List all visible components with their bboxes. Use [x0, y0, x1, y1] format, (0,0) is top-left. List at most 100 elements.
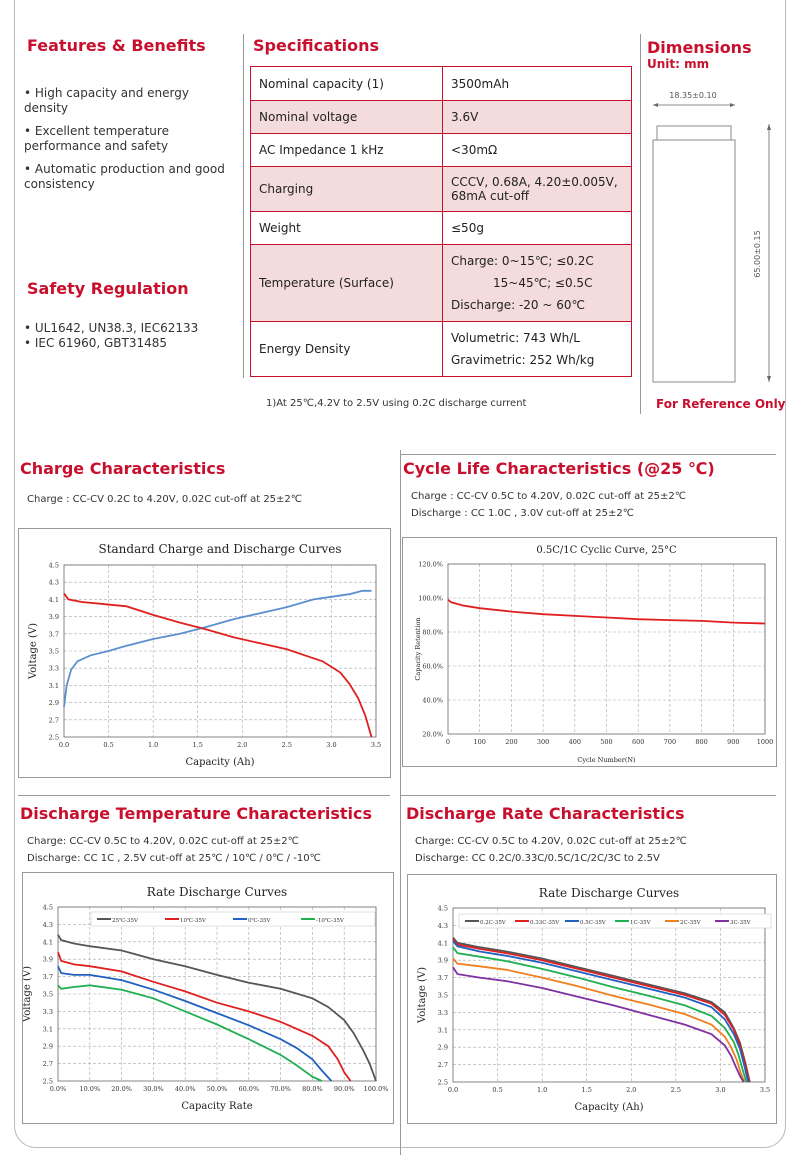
legend-entry: 0.33C-35V [530, 920, 560, 926]
x-tick-label: 0.5 [103, 741, 113, 749]
y-tick-label: 2.5 [49, 734, 59, 742]
safety-title: Safety Regulation [27, 279, 189, 298]
table-row: Nominal capacity (1) 3500mAh [251, 67, 632, 101]
y-tick-label: 4.3 [49, 579, 59, 587]
divider [18, 795, 390, 796]
x-tick-label: 20.0% [111, 1085, 132, 1093]
table-row: Nominal voltage 3.6V [251, 101, 632, 134]
y-tick-label: 3.3 [49, 665, 59, 673]
x-tick-label: 100 [473, 738, 485, 746]
y-axis-label: Voltage (V) [28, 623, 39, 680]
y-axis-label: Voltage (V) [417, 967, 428, 1024]
cycle-desc-2: Discharge : CC 1.0C , 3.0V cut-off at 25… [411, 505, 634, 522]
x-tick-label: 0.0% [50, 1085, 67, 1093]
y-tick-label: 3.5 [49, 648, 59, 656]
specs-table: Nominal capacity (1) 3500mAh Nominal vol… [250, 66, 632, 377]
x-tick-label: 0 [446, 738, 450, 746]
divider [400, 454, 776, 455]
y-tick-label: 3.5 [43, 991, 53, 999]
list-item: • IEC 61960, GBT31485 [24, 336, 236, 351]
y-tick-label: 3.1 [438, 1026, 448, 1034]
y-tick-label: 3.3 [438, 1009, 448, 1017]
height-label: 65.00±0.15 [753, 230, 762, 277]
x-tick-label: 1.0 [537, 1086, 547, 1094]
x-tick-label: 0.0 [59, 741, 69, 749]
x-tick-label: 0.5 [492, 1086, 502, 1094]
y-tick-label: 2.9 [438, 1044, 448, 1052]
table-row: Charging CCCV, 0.68A, 4.20±0.005V, 68mA … [251, 167, 632, 212]
x-axis-label: Capacity Rate [181, 1101, 252, 1112]
cycle-chart: 0.5C/1C Cyclic Curve, 25°C 20.0% 40.0% 60.0… [403, 538, 776, 766]
legend-entry: 0℃-35V [248, 917, 272, 924]
y-tick-label: 3.7 [438, 974, 448, 982]
cell-drawing: 18.35±0.10 65.00±0.15 [645, 84, 780, 389]
y-tick-label: 4.5 [43, 904, 53, 912]
x-tick-label: 50.0% [207, 1085, 228, 1093]
features-list: • High capacity and energy density • Exc… [24, 86, 236, 200]
dtemp-desc-1: Charge: CC-CV 0.5C to 4.20V, 0.02C cut-o… [27, 833, 299, 850]
y-tick-label: 2.9 [43, 1043, 53, 1051]
list-item: • High capacity and energy density [24, 86, 236, 116]
y-tick-label: 2.7 [49, 716, 59, 724]
x-tick-label: 3.0 [715, 1086, 725, 1094]
legend-entry: 3C-35V [730, 920, 752, 926]
y-tick-label: 3.9 [438, 957, 448, 965]
features-title: Features & Benefits [27, 36, 206, 55]
dtemp-desc-2: Discharge: CC 1C , 2.5V cut-off at 25℃ /… [27, 850, 321, 867]
x-axis-label: Capacity (Ah) [185, 757, 254, 768]
specs-title: Specifications [253, 36, 379, 55]
series-line [453, 947, 746, 1082]
y-tick-label: 4.1 [43, 938, 53, 946]
x-tick-label: 40.0% [175, 1085, 196, 1093]
x-tick-label: 100.0% [364, 1085, 389, 1093]
table-row: Temperature (Surface) Charge: 0~15℃; ≤0.… [251, 245, 632, 322]
y-tick-label: 3.1 [49, 682, 59, 690]
drate-chart: Rate Discharge Curves 2.5 2.7 2.9 3.1 3.3 3.5 3… [408, 875, 776, 1123]
dtemp-title: Discharge Temperature Characteristics [20, 804, 372, 823]
dtemp-chart-box: Rate Discharge Curves 2.5 2.7 2.9 3.1 3.3 3.5 3… [22, 872, 394, 1124]
cycle-desc-1: Charge : CC-CV 0.5C to 4.20V, 0.02C cut-… [411, 488, 686, 505]
x-tick-label: 1.0 [148, 741, 158, 749]
chart-title: Rate Discharge Curves [147, 885, 287, 899]
y-tick-label: 2.9 [49, 699, 59, 707]
y-tick-label: 2.7 [438, 1061, 448, 1069]
y-tick-label: 3.7 [49, 630, 59, 638]
series-line [453, 941, 748, 1082]
x-tick-label: 300 [537, 738, 549, 746]
x-tick-label: 1000 [757, 738, 774, 746]
x-tick-label: 3.5 [760, 1086, 770, 1094]
y-tick-label: 4.1 [438, 939, 448, 947]
legend-entry: 10℃-35V [180, 917, 207, 924]
x-axis-label: Capacity (Ah) [574, 1102, 643, 1113]
x-tick-label: 700 [664, 738, 676, 746]
y-tick-label: 3.3 [43, 1008, 53, 1016]
cycle-title: Cycle Life Characteristics (@25 ℃) [403, 459, 715, 478]
x-tick-label: 2.5 [671, 1086, 681, 1094]
x-tick-label: 0.0 [448, 1086, 458, 1094]
divider [400, 450, 401, 1155]
chart-title: 0.5C/1C Cyclic Curve, 25°C [536, 545, 677, 556]
safety-list: • UL1642, UN38.3, IEC62133 • IEC 61960, … [24, 321, 236, 359]
legend: 25℃-35V 10℃-35V 0℃-35V -10℃-35V [91, 912, 375, 926]
table-row: Energy Density Volumetric: 743 Wh/L Grav… [251, 322, 632, 377]
x-tick-label: 400 [569, 738, 581, 746]
dimensions-unit: Unit: mm [647, 57, 709, 71]
y-tick-label: 3.9 [43, 956, 53, 964]
charge-chart-box: Standard Charge and Discharge Curves 2.5 2… [18, 528, 391, 778]
list-item: • Automatic production and good consiste… [24, 162, 236, 192]
table-row: AC Impedance 1 kHz <30mΩ [251, 134, 632, 167]
table-row: Weight ≤50g [251, 212, 632, 245]
y-tick-label: 60.0% [422, 663, 443, 671]
x-tick-label: 800 [695, 738, 707, 746]
divider [243, 34, 244, 378]
chart-title: Rate Discharge Curves [539, 886, 679, 900]
cycle-chart-box: 0.5C/1C Cyclic Curve, 25°C 20.0% 40.0% 60.0… [402, 537, 777, 767]
x-tick-label: 80.0% [302, 1085, 323, 1093]
diameter-label: 18.35±0.10 [669, 91, 716, 100]
y-axis-label: Voltage (V) [23, 966, 33, 1023]
x-tick-label: 900 [727, 738, 739, 746]
specs-footnote: 1)At 25℃,4.2V to 2.5V using 0.2C dischar… [266, 395, 526, 412]
charge-chart: Standard Charge and Discharge Curves 2.5 2… [19, 529, 390, 777]
x-tick-label: 2.5 [282, 741, 292, 749]
y-tick-label: 4.5 [49, 562, 59, 570]
